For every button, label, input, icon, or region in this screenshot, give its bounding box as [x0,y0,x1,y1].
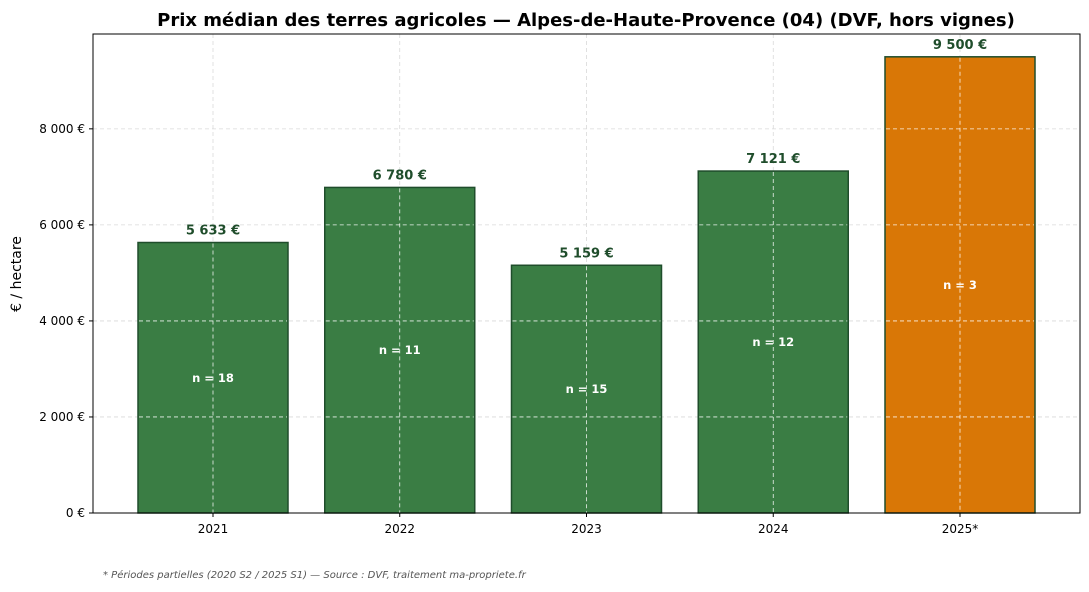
value-label: 5 159 € [559,246,613,261]
y-tick-label: 0 € [66,506,85,520]
labels: 5 633 € n = 18 6 780 € n = 11 5 159 € n = 15 7… [186,38,987,396]
value-label: 9 500 € [933,38,987,53]
x-tick-label: 2024 [758,522,789,536]
x-tick-label: 2021 [198,522,229,536]
value-label: 6 780 € [373,168,427,183]
x-tick-label: 2022 [384,522,415,536]
y-tick-label: 8 000 € [39,122,85,136]
count-label: n = 3 [943,278,977,292]
y-tick-label: 4 000 € [39,314,85,328]
axes: 0 € 2 000 € 4 000 € 6 000 € 8 000 € 2021 2022 2… [39,122,978,536]
count-label: n = 18 [192,371,234,385]
x-tick-label: 2023 [571,522,602,536]
value-label: 5 633 € [186,224,240,239]
count-label: n = 11 [379,343,421,357]
source-footnote: * Périodes partielles (2020 S2 / 2025 S1… [103,570,526,581]
x-tick-label: 2025* [942,522,979,536]
vertical-grid [139,57,1034,513]
value-label: 7 121 € [746,152,800,167]
y-tick-label: 2 000 € [39,410,85,424]
y-axis-label: € / hectare [9,236,25,312]
count-label: n = 15 [566,382,608,396]
count-label: n = 12 [752,335,794,349]
chart-title: Prix médian des terres agricoles — Alpes… [157,10,1015,31]
y-tick-label: 6 000 € [39,218,85,232]
